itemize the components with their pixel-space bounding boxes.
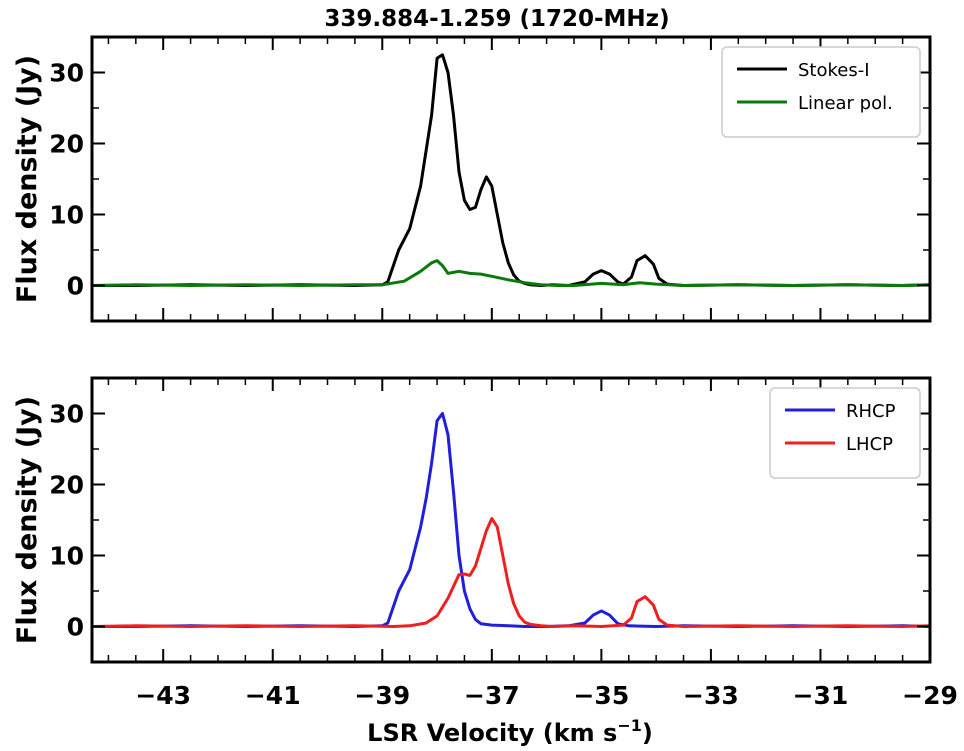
top-legend-label: Linear pol. (798, 93, 893, 114)
bottom-y-tick-label: 0 (67, 613, 84, 642)
bottom-legend (769, 387, 921, 479)
x-tick-label: −31 (793, 681, 849, 710)
top-series-group (92, 53, 930, 287)
x-axis-label-tail: ) (642, 719, 653, 747)
x-tick-label: −37 (464, 681, 520, 710)
bottom-y-tick-label: 20 (49, 471, 84, 500)
bottom-y-tick-label: 30 (49, 400, 84, 429)
top-legend-label: Stokes-I (798, 60, 870, 81)
bottom-y-tick-label: 10 (49, 542, 84, 571)
bottom-legend-label: RHCP (846, 401, 896, 422)
x-tick-label: −33 (683, 681, 739, 710)
bottom-legend-label: LHCP (846, 434, 893, 455)
x-tick-label: −39 (354, 681, 410, 710)
bottom-series-line-lhcp (92, 517, 930, 628)
chart-title: 339.884-1.259 (1720-MHz) (324, 6, 669, 32)
bottom-series-group (92, 412, 930, 628)
top-y-axis-label: Flux density (Jy) (12, 55, 43, 303)
bottom-series-line-rhcp (92, 412, 930, 628)
x-axis-label: LSR Velocity (km s−1) (367, 716, 653, 747)
x-tick-label: −43 (135, 681, 191, 710)
x-axis-label-main: LSR Velocity (km s (367, 719, 617, 747)
top-series-line-stokes-i (92, 53, 930, 287)
top-y-tick-label: 30 (49, 59, 84, 88)
top-y-tick-label: 20 (49, 130, 84, 159)
bottom-panel: 0 10 20 30 −43 −41 −39 −37 −35 −33 −31 −29 Flux dens… (12, 376, 958, 710)
x-tick-label: −35 (573, 681, 629, 710)
top-y-tick-label: 0 (67, 272, 84, 301)
bottom-y-axis-label: Flux density (Jy) (12, 396, 43, 644)
x-tick-label: −29 (902, 681, 958, 710)
top-y-tick-label: 10 (49, 201, 84, 230)
x-tick-label: −41 (245, 681, 301, 710)
x-axis-label-superscript: −1 (617, 716, 642, 735)
top-series-line-linear-pol (92, 259, 930, 287)
